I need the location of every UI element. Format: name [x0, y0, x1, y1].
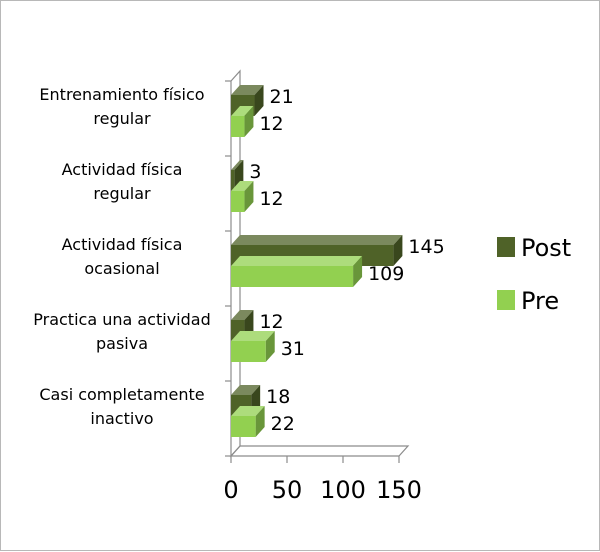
- legend-swatch-pre: [497, 290, 515, 310]
- data-label-pre: 31: [281, 338, 305, 360]
- data-label-post: 145: [408, 236, 444, 258]
- legend: Post Pre: [497, 234, 571, 315]
- data-label-post: 21: [270, 86, 294, 108]
- category-label: Entrenamiento físico regular: [39, 85, 204, 128]
- data-label-pre: 12: [259, 113, 283, 135]
- x-tick-label: 50: [272, 476, 303, 504]
- bar-pre: [231, 106, 254, 137]
- bar-pre: [231, 181, 254, 212]
- legend-swatch-post: [497, 237, 515, 257]
- data-label-pre: 109: [368, 263, 404, 285]
- category-label: Actividad física ocasional: [62, 235, 183, 278]
- x-tick-labels: 0 50 100 150: [223, 476, 422, 504]
- bar-pre: [231, 331, 275, 362]
- data-label-post: 18: [266, 386, 290, 408]
- bar-pre: [231, 256, 363, 287]
- category-label: Practica una actividad pasiva: [33, 310, 210, 353]
- data-label-post: 3: [249, 161, 261, 183]
- x-tick-label: 150: [376, 476, 422, 504]
- legend-label-pre: Pre: [521, 287, 559, 315]
- category-label: Actividad física regular: [62, 160, 183, 203]
- x-tick-label: 100: [320, 476, 366, 504]
- x-tick-label: 0: [223, 476, 238, 504]
- data-label-post: 12: [259, 311, 283, 333]
- x-axis-floor: [229, 445, 410, 457]
- legend-label-post: Post: [521, 234, 571, 262]
- bar-pre: [231, 406, 265, 437]
- data-label-pre: 22: [271, 413, 295, 435]
- bars: [231, 85, 403, 437]
- data-label-pre: 12: [259, 188, 283, 210]
- category-labels: Entrenamiento físico regular Actividad fís…: [33, 85, 210, 428]
- category-label: Casi completamente inactivo: [39, 385, 204, 428]
